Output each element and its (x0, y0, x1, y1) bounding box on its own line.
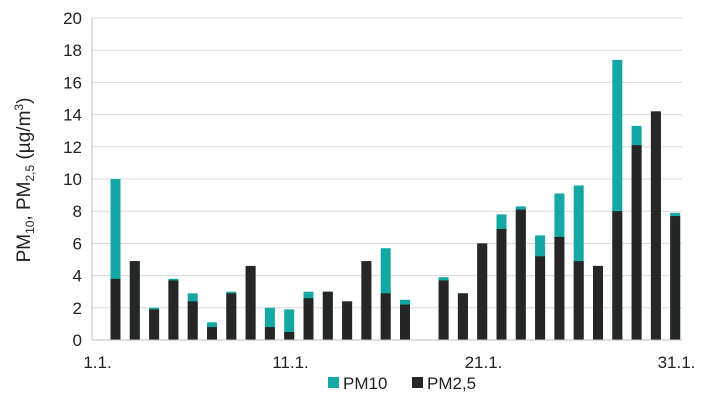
bar-pm25 (457, 293, 468, 340)
x-tick-label: 11.1. (272, 353, 309, 372)
bar-pm10 (264, 307, 275, 340)
bar-pm25 (110, 278, 121, 340)
bar-pm25 (515, 209, 526, 340)
y-tick-label: 4 (73, 267, 82, 286)
bar-pm25 (226, 293, 237, 340)
legend-swatch (328, 377, 339, 388)
legend-label: PM2,5 (427, 374, 476, 393)
bar-pm25 (631, 145, 642, 340)
bar-pm25 (438, 280, 449, 340)
axes: 0 2 4 6 8 10 12 14 16 18 20 1.1. 11.1. 21.1. 31.1. (63, 9, 695, 372)
bar-pm25 (361, 261, 372, 340)
bar-pm25 (573, 261, 584, 340)
bar-pm25 (496, 228, 507, 340)
gridlines (92, 17, 682, 309)
bars (110, 59, 681, 341)
bar-pm25 (284, 331, 295, 340)
y-axis-label: PM10, PM2,5 (µg/m3) (12, 98, 37, 263)
bar-pm10 (612, 59, 623, 341)
legend-label: PM10 (343, 374, 387, 393)
bar-pm25 (400, 304, 410, 340)
bar-pm25 (670, 216, 681, 340)
y-tick-label: 20 (63, 9, 82, 28)
bar-pm25 (264, 327, 275, 340)
bar-pm25 (554, 236, 565, 340)
bar-pm25 (650, 111, 661, 340)
y-tick-label: 16 (63, 73, 82, 92)
y-tick-label: 10 (63, 170, 82, 189)
x-tick-label: 21.1. (465, 353, 503, 372)
bar-pm25 (149, 309, 160, 340)
bar-pm25 (245, 265, 256, 340)
bar-pm25 (593, 265, 603, 340)
bar-pm25 (322, 291, 333, 340)
bar-pm25 (207, 327, 217, 340)
bar-pm25 (342, 301, 353, 340)
legend-swatch (412, 377, 423, 388)
bar-pm25 (129, 261, 140, 340)
y-tick-label: 0 (73, 331, 82, 350)
x-tick-label: 1.1. (83, 353, 111, 372)
bar-pm25 (168, 280, 179, 340)
bar-pm25 (187, 301, 198, 340)
y-tick-label: 12 (63, 138, 82, 157)
bar-pm25 (535, 256, 546, 340)
bar-pm25 (477, 243, 488, 340)
bar-pm25 (303, 298, 314, 340)
bar-pm25 (612, 211, 623, 340)
y-tick-label: 14 (63, 106, 82, 125)
y-tick-label: 2 (73, 299, 82, 318)
y-tick-label: 8 (73, 202, 82, 221)
bar-pm10 (284, 309, 295, 340)
y-tick-label: 6 (73, 234, 82, 253)
bar-pm10 (110, 179, 121, 340)
y-tick-label: 18 (63, 41, 82, 60)
bar-pm25 (380, 293, 391, 340)
x-tick-label: 31.1. (658, 353, 696, 372)
legend: PM10 PM2,5 (328, 374, 476, 393)
